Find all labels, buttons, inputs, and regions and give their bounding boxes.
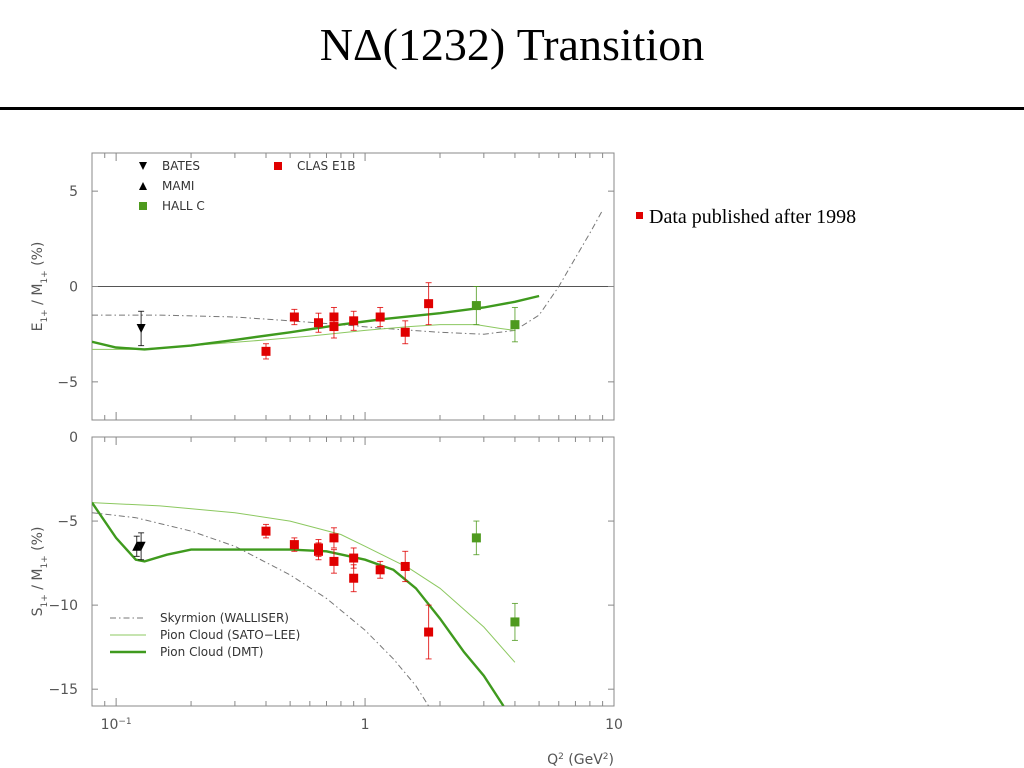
panel2-ytick-label: −15 <box>48 682 78 698</box>
title-divider <box>0 107 1024 110</box>
legend-curve-label: Pion Cloud (DMT) <box>160 645 263 659</box>
panel2-point <box>471 533 481 543</box>
panel1-curve-thin <box>92 324 515 350</box>
panel1-point <box>329 312 339 322</box>
panel1-point <box>400 327 410 337</box>
panel2-ytick-label: −10 <box>48 598 78 614</box>
x-axis-label: Q2 (GeV2) <box>547 752 614 768</box>
panel1-point <box>349 316 359 326</box>
bullet-item: Data published after 1998 <box>636 206 856 229</box>
panel1-ylabel: E1+ / M1+ (%) <box>30 242 50 332</box>
bullet-text: Data published after 1998 <box>649 206 857 228</box>
panel2-point <box>424 627 434 637</box>
bullet-square-icon <box>636 212 643 219</box>
panel1-ytick-label: 0 <box>69 280 78 296</box>
legend-label: MAMI <box>162 179 194 193</box>
panel2-ytick-label: 0 <box>69 430 78 446</box>
panel2-point <box>510 617 520 627</box>
panel2-point <box>329 533 339 543</box>
panel2-curve-dashdot <box>92 512 430 706</box>
panel2-point <box>132 541 142 551</box>
panel2-point <box>261 526 271 536</box>
panel1-point <box>510 320 520 330</box>
panel2-frame <box>91 436 615 707</box>
panel1-point <box>375 312 385 322</box>
panel2-point <box>400 561 410 571</box>
panel2-curve-thin <box>92 502 516 663</box>
panel1-point <box>471 301 481 311</box>
xtick-label: 10 <box>605 717 623 733</box>
panel2-point <box>375 565 385 575</box>
panel1-point <box>313 318 323 328</box>
panel1-curve-thick <box>92 294 540 351</box>
panel1-point <box>289 312 299 322</box>
panel2-point <box>136 541 146 551</box>
legend-marker-clas-e1b <box>274 162 282 170</box>
legend-marker-mami <box>139 182 147 190</box>
panel2-point <box>349 573 359 583</box>
panel1-point <box>136 323 146 333</box>
panel2-curve-thick <box>92 501 505 706</box>
panel2-point <box>349 553 359 563</box>
panel1-curve-dashdot <box>92 209 604 335</box>
panel1-point <box>261 346 271 356</box>
panel1-point <box>424 299 434 309</box>
panel2-point <box>313 546 323 556</box>
xtick-label: 1 <box>361 717 370 733</box>
panel2-ylabel: S1+ / M1+ (%) <box>30 527 50 617</box>
legend-label: CLAS E1B <box>297 159 355 173</box>
legend-label: HALL C <box>162 199 205 213</box>
panel2-ytick-label: −5 <box>57 514 78 530</box>
legend-curve-label: Pion Cloud (SATO−LEE) <box>160 628 300 642</box>
legend-curve-label: Skyrmion (WALLISER) <box>160 611 289 625</box>
panel2-point <box>289 540 299 550</box>
legend-marker-hall-c <box>139 202 147 210</box>
panel2-point <box>329 556 339 566</box>
slide-title: NΔ(1232) Transition <box>319 19 705 70</box>
panel1-ytick-label: 5 <box>69 184 78 200</box>
xtick-label: 10−1 <box>101 717 132 733</box>
legend-label: BATES <box>162 159 200 173</box>
panel1-ytick-label: −5 <box>57 375 78 391</box>
legend-marker-bates <box>139 162 147 170</box>
